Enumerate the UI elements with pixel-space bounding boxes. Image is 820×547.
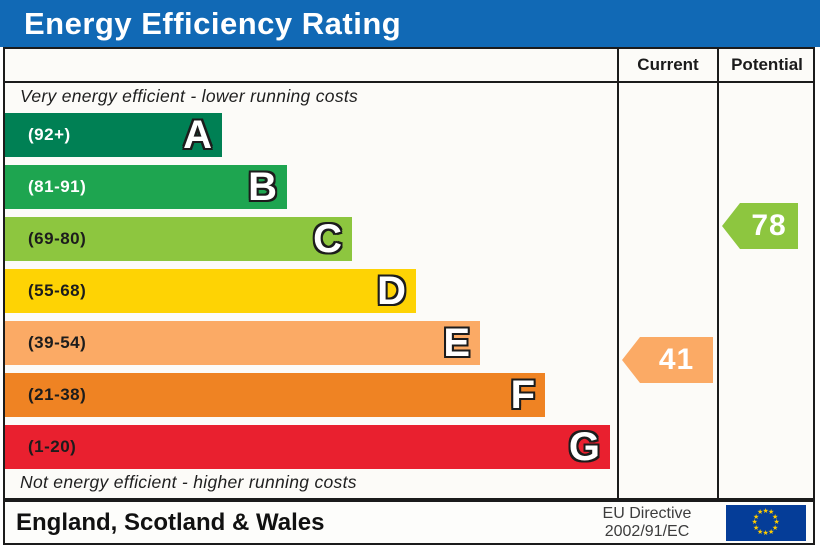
eu-flag-star-icon: ★ [757,528,764,536]
band-row-C: (69-80) C [5,217,352,261]
eu-directive-label: EU Directive 2002/91/EC [578,503,716,543]
eu-directive-line2: 2002/91/EC [604,523,690,540]
eu-flag-star-icon: ★ [773,519,780,526]
band-range-label: (55-68) [28,281,87,300]
band-letter: C [313,217,342,261]
potential-column-divider [717,47,719,500]
potential-rating-value: 78 [751,209,787,242]
band-range-label: (92+) [28,125,71,144]
current-rating-arrow: 41 [622,337,713,383]
band-letter: D [377,269,406,313]
current-column-header: Current [637,55,699,74]
header-divider [3,81,815,83]
eu-flag-star-icon: ★ [752,524,760,532]
band-row-E: (39-54) E [5,321,480,365]
eu-flag-star-icon: ★ [768,509,775,517]
footer-bar [3,500,815,545]
current-rating-value: 41 [658,343,695,376]
title-bar: Energy Efficiency Rating [0,0,820,47]
potential-rating-arrow: 78 [722,203,798,249]
top-note: Very energy efficient - lower running co… [20,86,359,106]
eu-flag-star-icon: ★ [757,509,764,517]
band-letter: F [510,373,535,417]
band-row-D: (55-68) D [5,269,416,313]
eu-flag-star-icon: ★ [772,524,779,532]
eu-flag-star-icon: ★ [752,513,760,521]
band-letter: G [568,425,600,469]
band-range-label: (69-80) [28,229,87,248]
eu-directive-line1: EU Directive [602,504,692,522]
band-letter: B [248,165,277,209]
region-label: England, Scotland & Wales [16,509,325,536]
eu-flag-star-icon: ★ [762,530,769,537]
band-range-label: (81-91) [28,177,87,196]
band-row-F: (21-38) F [5,373,545,417]
band-range-label: (21-38) [28,385,87,404]
band-range-label: (1-20) [28,437,77,456]
band-range-label: (39-54) [28,333,87,352]
eu-flag-star-icon: ★ [772,513,779,521]
eu-flag-star-icon: ★ [751,519,758,526]
eu-flag-star-icon: ★ [762,508,769,515]
band-letter: A [183,113,212,157]
eu-flag-icon: ★ ★ ★ ★ ★ ★ ★ ★ ★ ★ ★ ★ [726,505,806,541]
potential-column-header: Potential [731,55,803,74]
eu-flag-star-icon: ★ [768,528,775,536]
band-row-G: (1-20) G [5,425,610,469]
page-title: Energy Efficiency Rating [24,5,402,41]
bottom-note: Not energy efficient - higher running co… [20,472,357,492]
current-column-divider [617,47,619,500]
band-letter: E [443,321,470,365]
band-row-B: (81-91) B [5,165,287,209]
band-row-A: (92+) A [5,113,222,157]
